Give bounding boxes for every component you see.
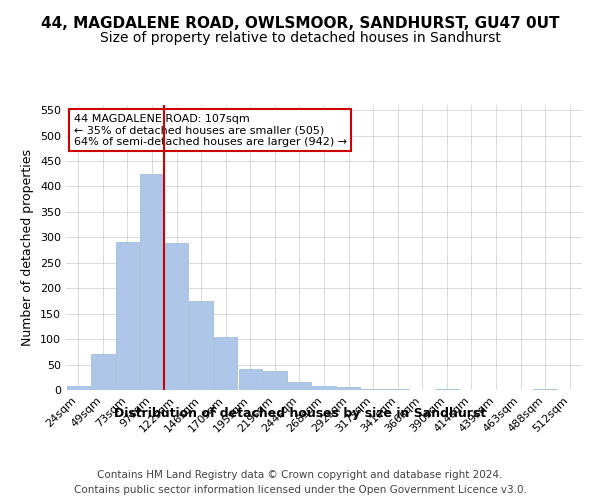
Bar [239, 368, 262, 390]
Text: Size of property relative to detached houses in Sandhurst: Size of property relative to detached ho… [100, 31, 500, 45]
Text: 44 MAGDALENE ROAD: 107sqm
← 35% of detached houses are smaller (505)
64% of semi: 44 MAGDALENE ROAD: 107sqm ← 35% of detac… [74, 114, 347, 147]
Bar [337, 388, 360, 390]
Bar [533, 389, 557, 390]
Text: Distribution of detached houses by size in Sandhurst: Distribution of detached houses by size … [114, 408, 486, 420]
Bar [263, 371, 287, 390]
Bar [116, 242, 139, 390]
Bar [67, 386, 90, 390]
Bar [140, 174, 164, 390]
Bar [313, 386, 335, 390]
Bar [190, 301, 213, 390]
Bar [214, 336, 238, 390]
Bar [288, 382, 311, 390]
Bar [435, 389, 458, 390]
Bar [91, 354, 115, 390]
Bar [165, 244, 188, 390]
Text: 44, MAGDALENE ROAD, OWLSMOOR, SANDHURST, GU47 0UT: 44, MAGDALENE ROAD, OWLSMOOR, SANDHURST,… [41, 16, 559, 31]
Bar [361, 389, 385, 390]
Text: Contains HM Land Registry data © Crown copyright and database right 2024.: Contains HM Land Registry data © Crown c… [97, 470, 503, 480]
Text: Contains public sector information licensed under the Open Government Licence v3: Contains public sector information licen… [74, 485, 526, 495]
Y-axis label: Number of detached properties: Number of detached properties [22, 149, 34, 346]
